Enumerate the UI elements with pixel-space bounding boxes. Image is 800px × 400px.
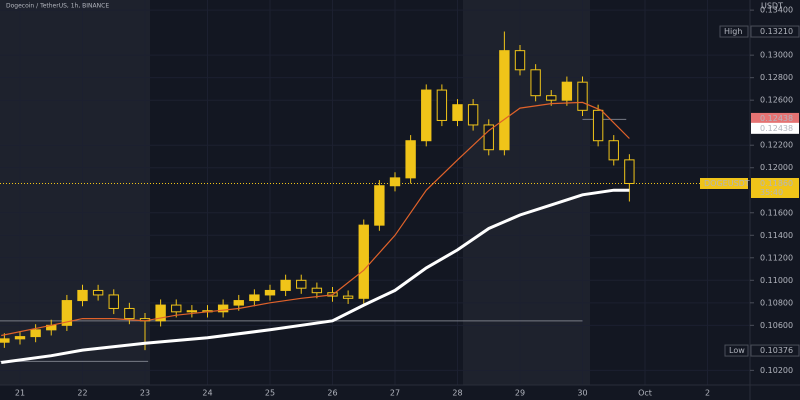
price-tag-label: 0.10376	[760, 346, 793, 355]
x-tick-label: 2	[705, 389, 710, 398]
x-tick-label: 27	[390, 389, 400, 398]
candle-body	[592, 109, 604, 142]
price-tag	[750, 344, 800, 357]
candle-body	[249, 294, 260, 302]
candle-body	[92, 289, 104, 296]
y-tick-label: 0.12600	[760, 96, 793, 105]
candle-body	[171, 304, 182, 313]
x-tick-label: 28	[452, 389, 462, 398]
price-tag-name-box	[700, 177, 748, 189]
candle-body	[30, 329, 41, 338]
candle-body	[358, 224, 369, 299]
y-tick-label: 0.10200	[760, 366, 793, 375]
candle-body	[608, 140, 619, 161]
session-shade	[0, 0, 150, 385]
y-unit: USDT	[761, 2, 783, 11]
price-tag-label: 0.12438	[760, 114, 793, 123]
price-tag-name: Low	[729, 346, 745, 355]
x-tick-label: 23	[140, 389, 150, 398]
candle-body	[421, 89, 432, 142]
y-tick-label: 0.12000	[760, 163, 793, 172]
x-tick-label: 30	[577, 389, 587, 398]
candle-body	[233, 300, 244, 306]
candle-body	[296, 279, 307, 289]
candle-body	[217, 304, 229, 313]
price-tag	[751, 112, 799, 124]
y-tick-label: 0.13400	[760, 6, 793, 15]
y-tick-label: 0.11600	[760, 208, 793, 217]
x-tick-label: Oct	[638, 389, 652, 398]
price-tag	[751, 177, 799, 198]
x-tick-label: 26	[327, 389, 337, 398]
price-tag	[750, 25, 800, 38]
plot	[0, 31, 750, 364]
candle-body	[280, 279, 291, 291]
price-tag-name: High	[724, 27, 742, 36]
candle-body	[577, 81, 588, 111]
candle-body	[467, 104, 479, 126]
price-tag	[751, 122, 799, 134]
candle-body	[389, 177, 401, 187]
y-tick-label: 0.11400	[760, 231, 793, 240]
candle-body	[436, 89, 448, 121]
candle-body	[186, 310, 198, 313]
y-tick-label: 0.10600	[760, 321, 793, 330]
chart-title: Dogecoin / TetherUS, 1h, BINANCE	[6, 3, 109, 10]
candle-body	[483, 124, 494, 151]
price-tag-label: 0.12438	[760, 124, 793, 133]
y-tick-label: 0.11000	[760, 276, 793, 285]
session-shade	[463, 0, 590, 385]
price-tag-name-box	[719, 25, 749, 38]
candle-body	[452, 104, 463, 121]
candle-body	[155, 304, 166, 322]
y-tick-label: 0.11200	[760, 253, 793, 262]
candle-body	[405, 140, 416, 179]
moving-average	[0, 188, 630, 364]
x-tick-label: 24	[202, 389, 212, 398]
x-tick-label: 21	[15, 389, 25, 398]
candle-body	[61, 300, 73, 326]
candle-body	[77, 289, 88, 302]
candle-body	[499, 50, 510, 151]
candle-body	[546, 95, 557, 101]
x-tick-label: 29	[515, 389, 525, 398]
y-tick-label: 0.12800	[760, 73, 793, 82]
candle-body	[514, 50, 526, 71]
candle-body	[311, 287, 323, 294]
price-tag-label: 0.11860	[760, 179, 793, 188]
candle-body	[264, 289, 276, 296]
axes: 0.10200 0.10600 0.10800 0.11000 0.11200 0.114…	[15, 6, 800, 398]
moving-average	[1, 101, 630, 337]
y-tick-label: 0.10800	[760, 298, 793, 307]
candle-body	[0, 338, 10, 343]
candle-body	[624, 159, 635, 184]
price-tag-name-box	[724, 344, 749, 357]
x-tick-label: 25	[265, 389, 275, 398]
price-tag-label: 0.13210	[760, 27, 793, 36]
y-tick-label: 0.13000	[760, 51, 793, 60]
countdown: 35:40	[760, 188, 783, 197]
candle-body	[108, 294, 119, 309]
candle-body	[124, 307, 135, 320]
candle-body	[342, 295, 354, 299]
price-tag-name: DOGEUSDT	[704, 179, 750, 188]
y-tick-label: 0.12200	[760, 141, 793, 150]
candle-body	[374, 185, 385, 226]
candle-body	[14, 336, 26, 340]
x-tick-label: 22	[77, 389, 87, 398]
candle-body	[530, 69, 541, 97]
candle-body	[561, 81, 573, 101]
